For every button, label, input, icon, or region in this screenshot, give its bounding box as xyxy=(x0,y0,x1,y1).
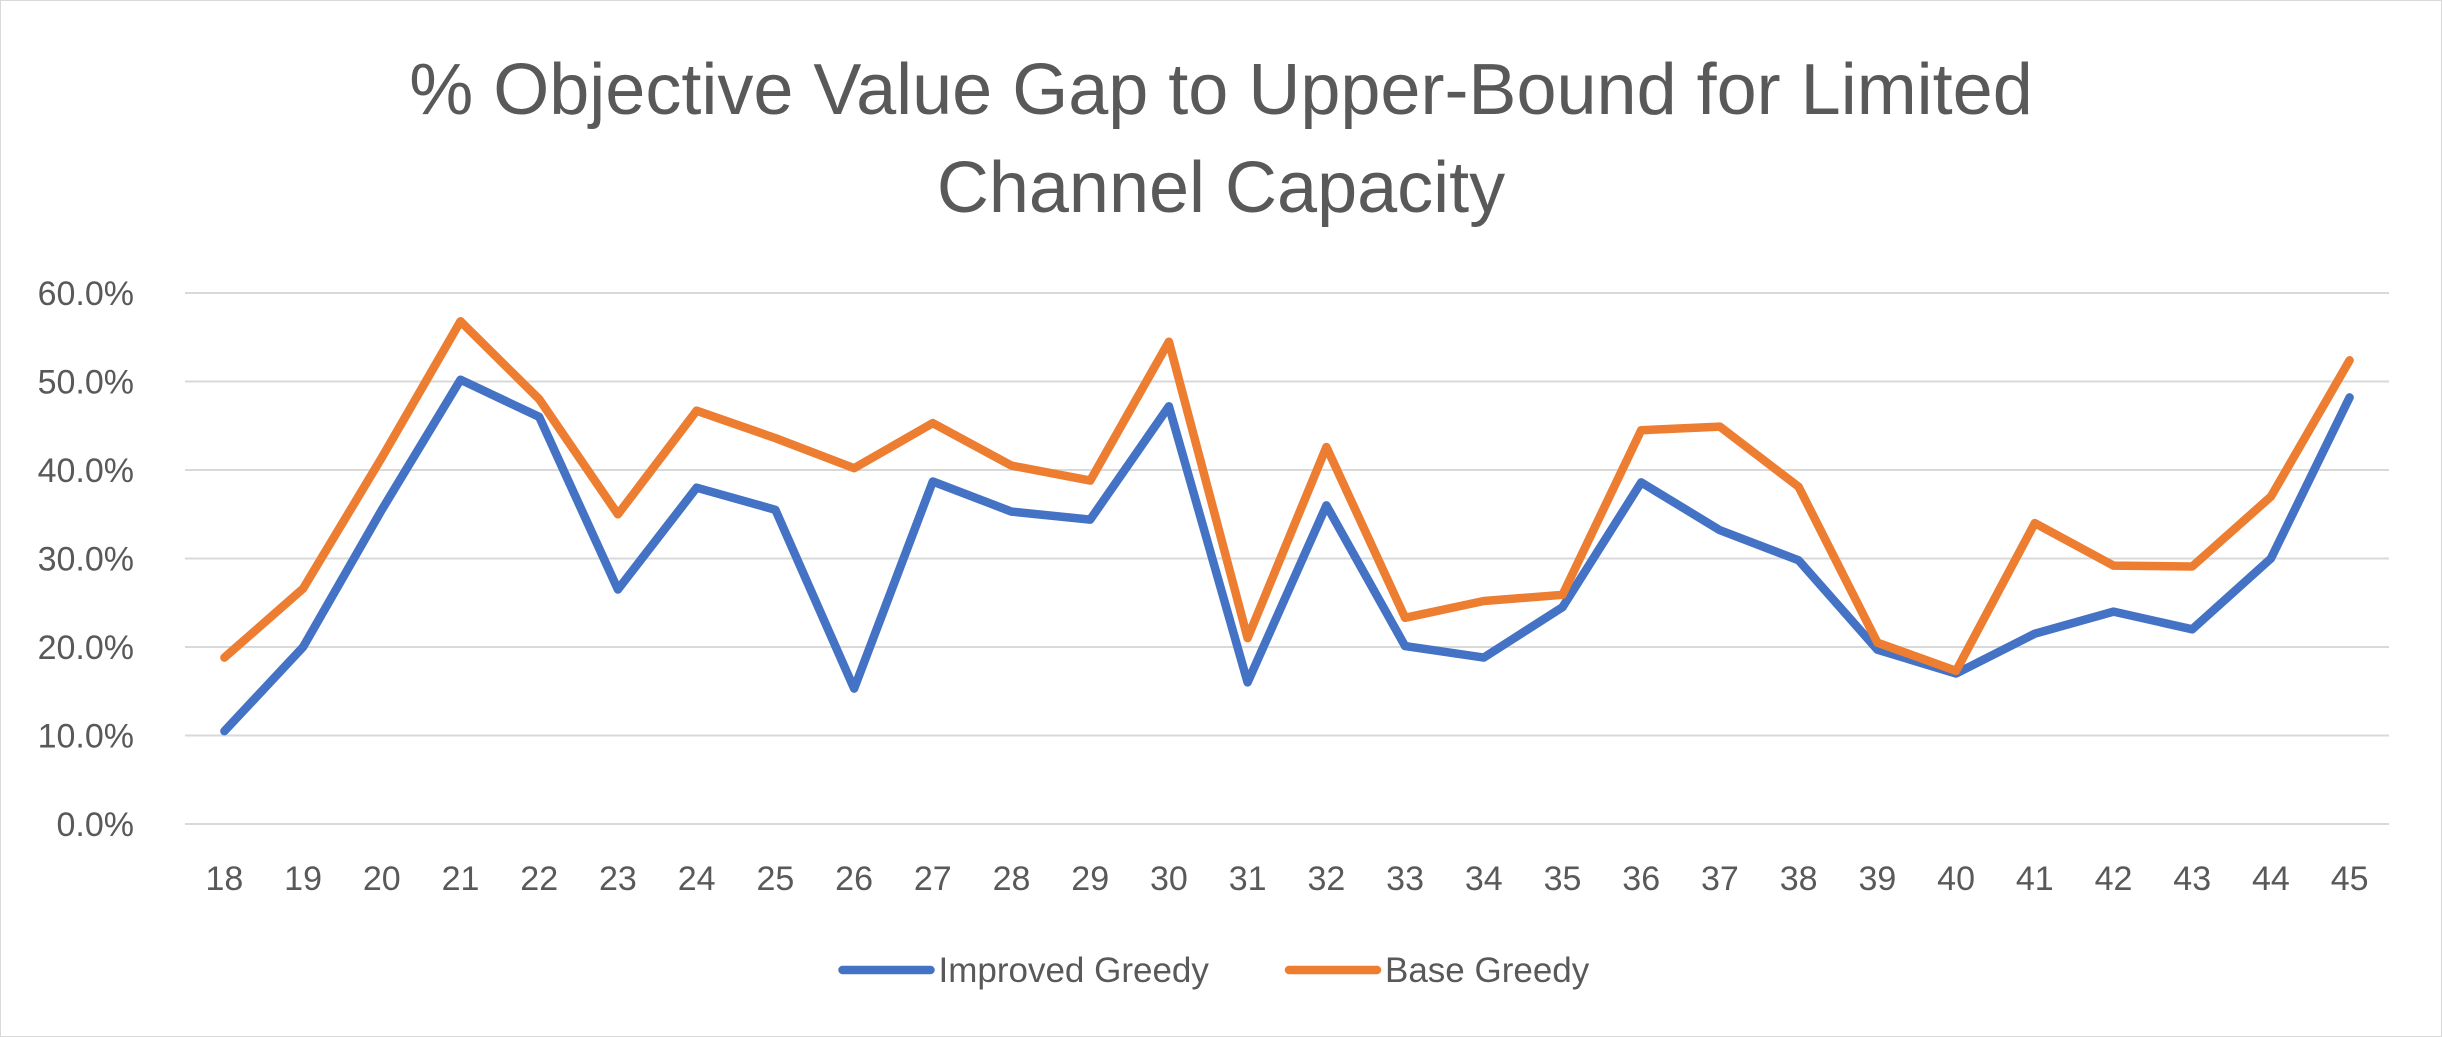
x-tick-label: 30 xyxy=(1150,860,1188,898)
series-line-base-greedy xyxy=(220,317,2354,676)
series-line-improved-greedy xyxy=(220,375,2354,736)
x-tick-label: 21 xyxy=(442,860,480,898)
gridlines xyxy=(185,292,2389,825)
x-tick-label: 31 xyxy=(1229,860,1267,898)
x-tick-label: 20 xyxy=(363,860,401,898)
series-lines xyxy=(220,317,2354,736)
x-tick-label: 24 xyxy=(678,860,716,898)
x-tick-label: 43 xyxy=(2173,860,2211,898)
y-axis-tick-labels: 0.0% 10.0% 20.0% 30.0% 40.0% 50.0% 60.0% xyxy=(38,275,134,844)
y-tick-label: 40.0% xyxy=(38,452,134,490)
y-tick-label: 60.0% xyxy=(38,275,134,313)
y-tick-label: 0.0% xyxy=(57,806,135,844)
x-tick-label: 22 xyxy=(520,860,558,898)
x-tick-label: 34 xyxy=(1465,860,1503,898)
legend-label-base-greedy: Base Greedy xyxy=(1385,951,1590,990)
x-tick-label: 29 xyxy=(1071,860,1109,898)
y-tick-label: 10.0% xyxy=(38,718,134,756)
x-tick-label: 25 xyxy=(756,860,794,898)
legend-label-improved-greedy: Improved Greedy xyxy=(939,951,1210,990)
legend: Improved Greedy Base Greedy xyxy=(838,951,1590,990)
x-tick-label: 36 xyxy=(1622,860,1660,898)
x-tick-label: 23 xyxy=(599,860,637,898)
x-tick-label: 35 xyxy=(1544,860,1582,898)
x-tick-label: 26 xyxy=(835,860,873,898)
y-tick-label: 50.0% xyxy=(38,364,134,402)
x-tick-label: 32 xyxy=(1307,860,1345,898)
x-tick-label: 38 xyxy=(1780,860,1818,898)
x-tick-label: 44 xyxy=(2252,860,2290,898)
y-tick-label: 30.0% xyxy=(38,541,134,579)
x-tick-label: 28 xyxy=(993,860,1031,898)
x-tick-label: 37 xyxy=(1701,860,1739,898)
x-axis-tick-labels: 18 19 20 21 22 23 24 25 26 27 28 29 30 31 32 33 34 35 36 37… xyxy=(205,860,2368,898)
chart-title: % Objective Value Gap to Upper-Bound for… xyxy=(409,50,2033,228)
x-tick-label: 40 xyxy=(1937,860,1975,898)
x-tick-label: 27 xyxy=(914,860,952,898)
x-tick-label: 41 xyxy=(2016,860,2054,898)
x-tick-label: 39 xyxy=(1858,860,1896,898)
x-tick-label: 18 xyxy=(205,860,243,898)
x-tick-label: 45 xyxy=(2331,860,2369,898)
x-tick-label: 42 xyxy=(2095,860,2133,898)
y-tick-label: 20.0% xyxy=(38,629,134,667)
x-tick-label: 19 xyxy=(284,860,322,898)
x-tick-label: 33 xyxy=(1386,860,1424,898)
